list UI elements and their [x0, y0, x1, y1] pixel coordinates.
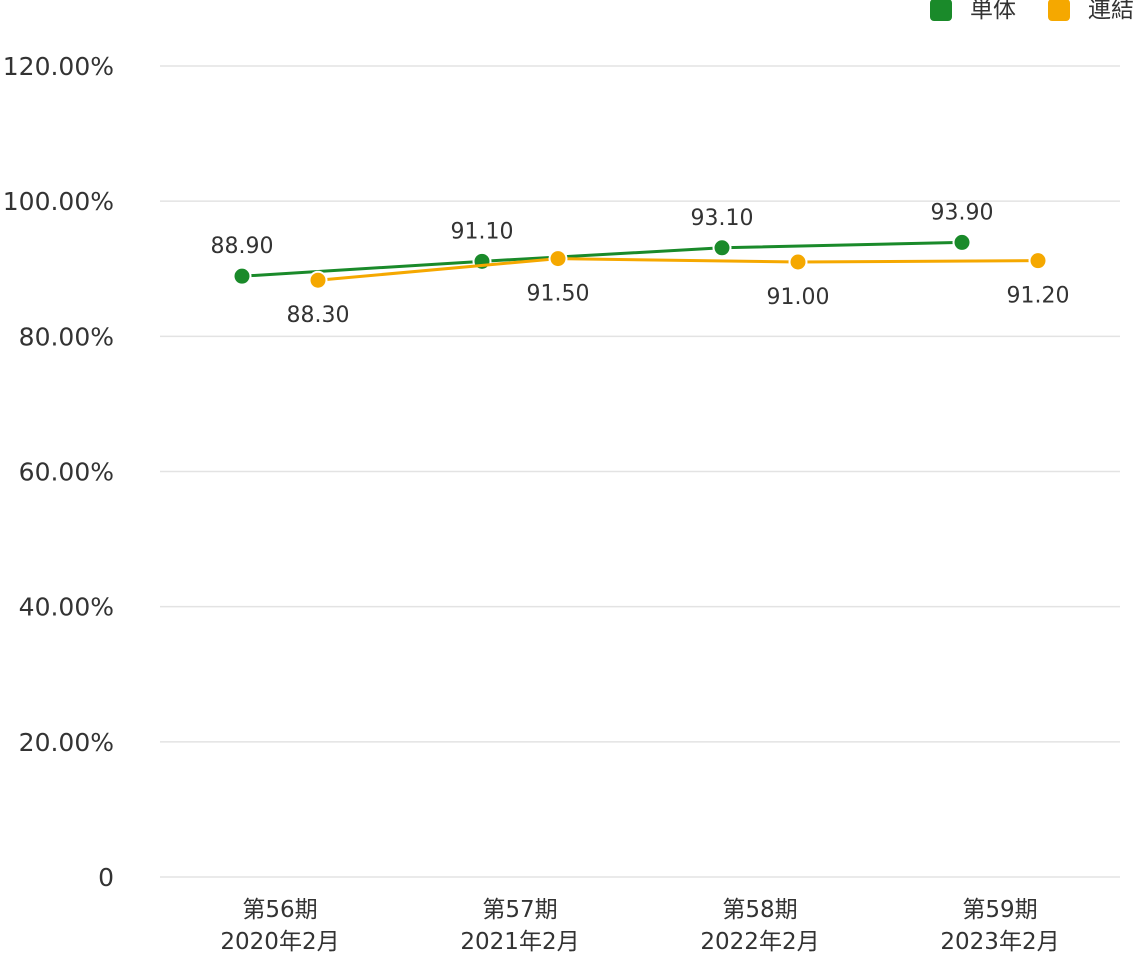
- y-tick-label: 120.00%: [3, 52, 114, 81]
- legend-item[interactable]: 連結: [1048, 0, 1134, 23]
- data-label: 88.30: [287, 303, 350, 328]
- legend[interactable]: 単体 連結: [930, 0, 1134, 23]
- legend-label: 単体: [970, 0, 1016, 23]
- data-label: 93.90: [931, 200, 994, 225]
- y-tick-label: 60.00%: [19, 458, 114, 487]
- y-tick-label: 100.00%: [3, 187, 114, 216]
- data-label: 91.00: [767, 285, 830, 310]
- data-label: 91.50: [527, 282, 590, 307]
- series-line: [317, 257, 1039, 282]
- x-tick-label: 第56期: [242, 897, 317, 923]
- y-tick-label: 0: [98, 863, 114, 892]
- series-1: 88.90 91.10 93.10 93.90: [211, 200, 994, 286]
- legend-swatch: [1048, 0, 1070, 21]
- data-point[interactable]: [952, 232, 972, 252]
- y-tick-label: 80.00%: [19, 322, 114, 351]
- legend-label: 連結: [1088, 0, 1134, 23]
- x-tick-label: 第58期: [722, 897, 797, 923]
- x-tick-label: 第57期: [482, 897, 557, 923]
- grid: [160, 65, 1120, 878]
- y-tick-label: 40.00%: [19, 593, 114, 622]
- y-tick-label: 20.00%: [19, 728, 114, 757]
- data-label: 91.20: [1007, 284, 1070, 309]
- data-point[interactable]: [232, 266, 252, 286]
- x-tick-label: 2022年2月: [700, 929, 819, 955]
- series-line: [241, 240, 963, 278]
- y-axis: 0 20.00% 40.00% 60.00% 80.00% 100.00% 120.00%: [3, 52, 114, 892]
- x-axis: 第56期 2020年2月 第57期 2021年2月 第58期 2022年2月 第59期 202…: [220, 897, 1059, 955]
- legend-swatch: [930, 0, 952, 21]
- x-tick-label: 2023年2月: [940, 929, 1059, 955]
- x-tick-label: 2020年2月: [220, 929, 339, 955]
- data-label: 93.10: [691, 206, 754, 231]
- series-2: 88.30 91.50 91.00 91.20: [287, 249, 1070, 328]
- data-point[interactable]: [548, 249, 568, 269]
- x-tick-label: 2021年2月: [460, 929, 579, 955]
- data-point[interactable]: [788, 252, 808, 272]
- series-group: 88.90 91.10 93.10 93.90 88.30 91.50 91.00 91.20: [211, 200, 1070, 328]
- data-label: 88.90: [211, 234, 274, 259]
- x-tick-label: 第59期: [962, 897, 1037, 923]
- legend-item[interactable]: 単体: [930, 0, 1016, 23]
- data-label: 91.10: [451, 219, 514, 244]
- data-point[interactable]: [1028, 251, 1048, 271]
- data-point[interactable]: [712, 238, 732, 258]
- data-point[interactable]: [308, 270, 328, 290]
